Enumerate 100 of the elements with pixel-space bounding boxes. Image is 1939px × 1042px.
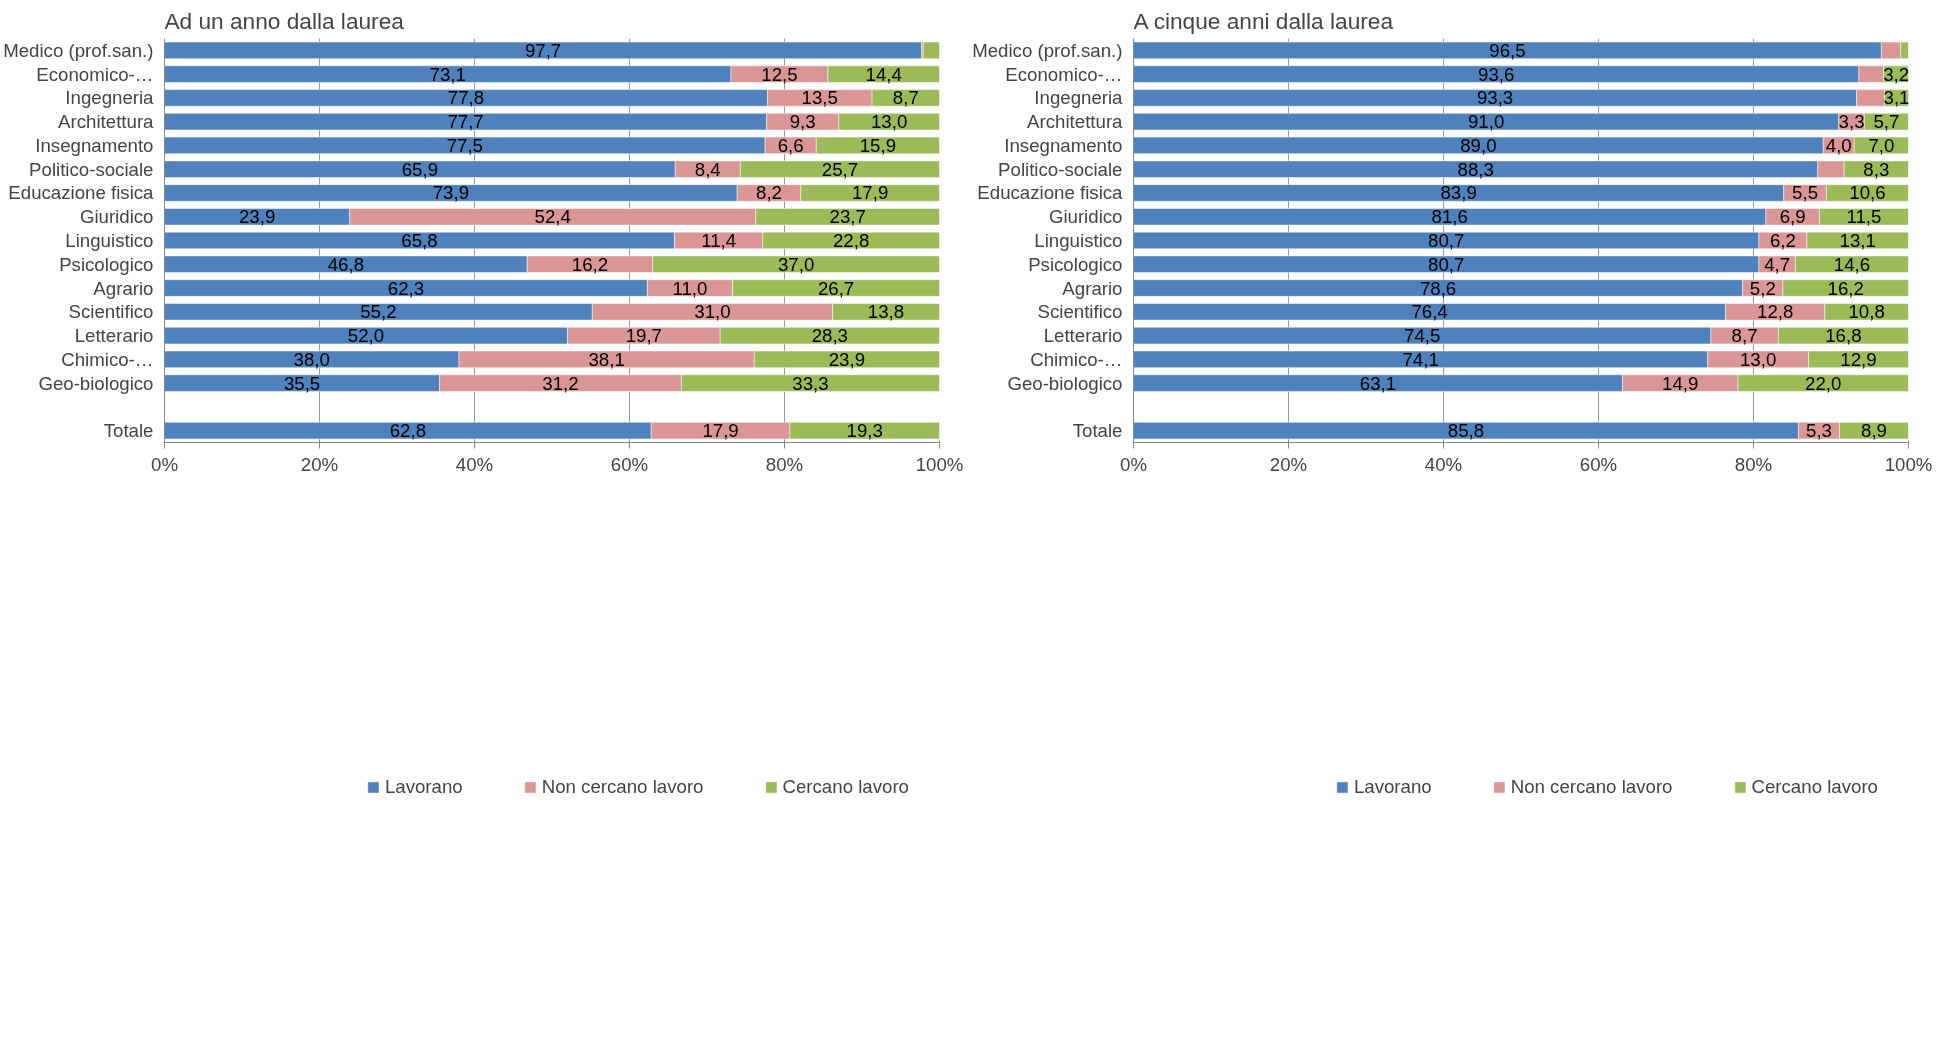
y-tick-label: Giuridico bbox=[79, 206, 154, 228]
data-label: 31,2 bbox=[542, 372, 579, 394]
data-label: 37,0 bbox=[777, 253, 815, 275]
data-label: 35,5 bbox=[283, 372, 321, 394]
data-label: 89,0 bbox=[1460, 134, 1497, 156]
data-label: 14,6 bbox=[1833, 253, 1871, 275]
data-label: 74,5 bbox=[1404, 325, 1441, 347]
data-label: 5,3 bbox=[1806, 420, 1832, 442]
data-label: 65,8 bbox=[401, 230, 438, 251]
data-label: 23,9 bbox=[238, 206, 276, 228]
data-label: 77,5 bbox=[446, 134, 483, 156]
data-label: 80,7 bbox=[1428, 230, 1465, 251]
data-label: 26,7 bbox=[817, 277, 855, 299]
y-tick-label: Geo-biologico bbox=[38, 372, 154, 394]
x-tick-label: 80% bbox=[765, 453, 804, 475]
x-tick-label: 40% bbox=[455, 453, 494, 475]
y-tick-label: Totale bbox=[103, 420, 154, 442]
data-label: 62,8 bbox=[389, 420, 427, 442]
data-label: 38,0 bbox=[293, 348, 330, 370]
data-label: 6,2 bbox=[1769, 230, 1796, 251]
data-label: 23,7 bbox=[829, 206, 866, 228]
data-label: 62,3 bbox=[387, 277, 425, 299]
data-label: 19,3 bbox=[846, 420, 883, 442]
data-label: 85,8 bbox=[1447, 420, 1485, 442]
data-label: 11,0 bbox=[672, 277, 708, 299]
y-tick-label: Letterario bbox=[74, 325, 154, 347]
y-tick-label: Economico-… bbox=[36, 63, 154, 85]
data-label: 52,0 bbox=[347, 325, 385, 347]
y-tick-label: Ingegneria bbox=[65, 87, 155, 109]
data-label: 63,1 bbox=[1359, 372, 1397, 394]
chart-title: A cinque anni dalla laurea bbox=[1133, 7, 1394, 34]
data-label: 83,9 bbox=[1440, 182, 1477, 204]
data-label: 13,1 bbox=[1839, 230, 1876, 251]
y-tick-label: Agrario bbox=[93, 277, 154, 299]
legend-label: Cercano lavoro bbox=[782, 776, 909, 798]
data-label: 4,7 bbox=[1764, 253, 1791, 275]
data-label: 46,8 bbox=[327, 253, 365, 275]
data-label: 11,5 bbox=[1846, 206, 1882, 228]
data-label: 16,2 bbox=[1827, 277, 1864, 299]
data-label: 38,1 bbox=[588, 348, 625, 370]
data-label: 7,0 bbox=[1868, 134, 1895, 156]
x-tick-label: 0% bbox=[151, 453, 178, 475]
data-label: 88,3 bbox=[1457, 158, 1494, 180]
data-label: 8,9 bbox=[1861, 420, 1887, 442]
y-tick-label: Insegnamento bbox=[1004, 134, 1123, 156]
legend-label: Lavorano bbox=[384, 776, 463, 798]
x-tick-label: 20% bbox=[300, 453, 339, 475]
data-label: 76,4 bbox=[1411, 301, 1448, 323]
x-tick-label: 80% bbox=[1734, 453, 1773, 475]
data-label: 5,5 bbox=[1792, 182, 1819, 204]
data-label: 77,7 bbox=[447, 111, 484, 133]
y-tick-label: Agrario bbox=[1062, 277, 1123, 299]
data-label: 22,8 bbox=[832, 230, 870, 251]
y-tick-label: Medico (prof.san.) bbox=[972, 39, 1123, 61]
data-label: 55,2 bbox=[360, 301, 397, 323]
data-label: 10,6 bbox=[1849, 182, 1886, 204]
y-tick-label: Economico-… bbox=[1005, 63, 1123, 85]
data-label: 78,6 bbox=[1419, 277, 1457, 299]
legend-label: Non cercano lavoro bbox=[1510, 776, 1673, 798]
data-label: 11,4 bbox=[701, 230, 737, 251]
data-label: 12,9 bbox=[1840, 348, 1877, 370]
data-label: 96,5 bbox=[1489, 39, 1526, 61]
y-tick-label: Scientifico bbox=[1037, 301, 1123, 323]
y-tick-label: Scientifico bbox=[68, 301, 154, 323]
data-label: 80,7 bbox=[1428, 253, 1465, 275]
data-label: 73,9 bbox=[432, 182, 470, 204]
y-tick-label: Politico-sociale bbox=[998, 158, 1123, 180]
y-tick-label: Chimico-… bbox=[61, 348, 154, 370]
data-label: 31,0 bbox=[694, 301, 731, 323]
chart-title: Ad un anno dalla laurea bbox=[164, 7, 405, 34]
data-label: 23,9 bbox=[828, 348, 866, 370]
y-tick-label: Politico-sociale bbox=[29, 158, 154, 180]
y-tick-label: Letterario bbox=[1043, 325, 1123, 347]
y-tick-label: Insegnamento bbox=[35, 134, 154, 156]
y-tick-label: Educazione fisica bbox=[977, 182, 1124, 204]
data-label: 81,6 bbox=[1431, 206, 1468, 228]
data-label: 6,6 bbox=[777, 134, 804, 156]
data-label: 93,6 bbox=[1478, 63, 1515, 85]
data-label: 8,3 bbox=[1863, 158, 1890, 180]
data-label: 22,0 bbox=[1805, 372, 1842, 394]
y-tick-label: Ingegneria bbox=[1034, 87, 1124, 109]
data-label: 91,0 bbox=[1467, 111, 1505, 133]
data-label: 12,8 bbox=[1757, 301, 1794, 323]
data-label: 19,7 bbox=[625, 325, 662, 347]
y-tick-label: Psicologico bbox=[59, 253, 154, 275]
data-label: 12,5 bbox=[761, 63, 798, 85]
data-label: 8,4 bbox=[694, 158, 721, 180]
data-label: 97,7 bbox=[524, 39, 562, 61]
data-label: 65,9 bbox=[401, 158, 439, 180]
legend-label: Lavorano bbox=[1353, 776, 1432, 798]
data-label: 52,4 bbox=[534, 206, 571, 228]
data-label: 74,1 bbox=[1402, 348, 1439, 370]
data-label: 13,5 bbox=[801, 87, 838, 109]
data-label: 13,8 bbox=[867, 301, 905, 323]
data-label: 17,9 bbox=[702, 420, 739, 442]
data-label: 8,2 bbox=[756, 182, 782, 204]
data-label: 28,3 bbox=[811, 325, 848, 347]
data-label: 13,0 bbox=[1739, 348, 1777, 370]
data-label: 8,7 bbox=[1731, 325, 1758, 347]
data-label: 5,2 bbox=[1749, 277, 1776, 299]
